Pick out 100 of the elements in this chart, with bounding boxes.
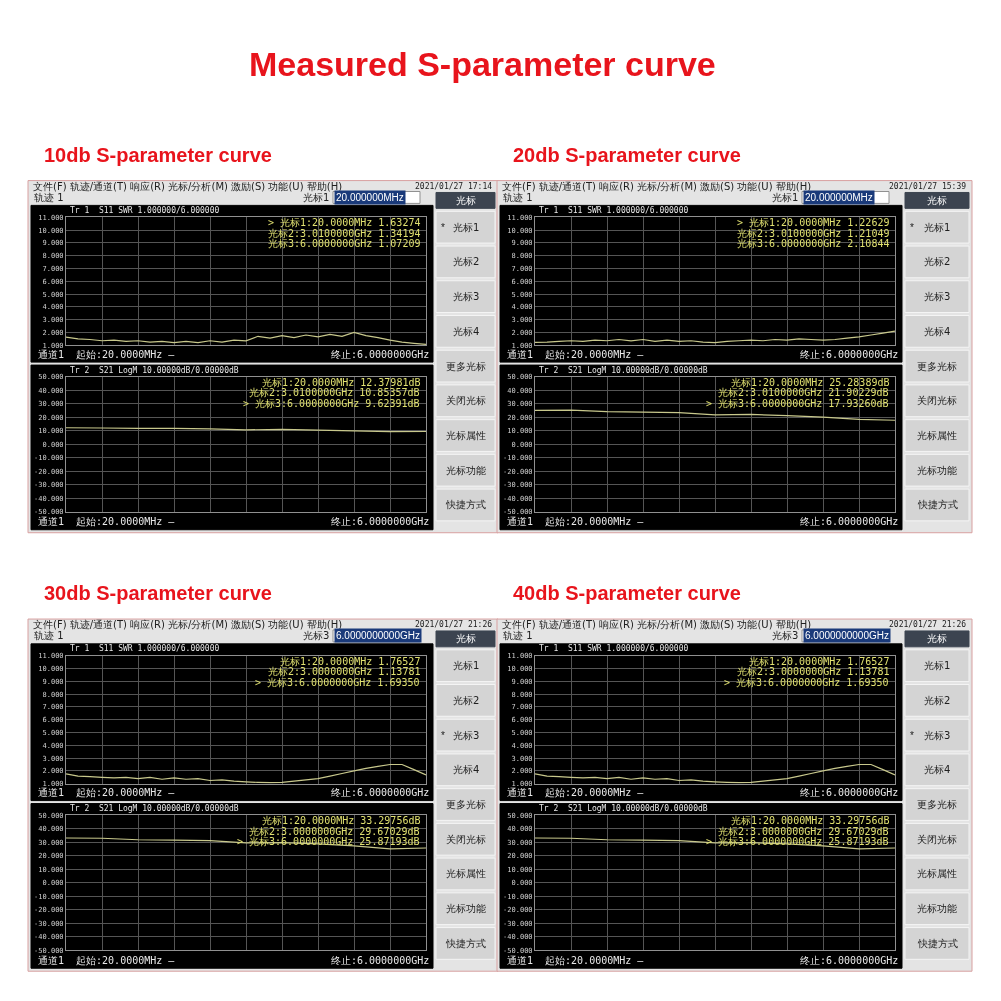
text: 通道1 起始:20.0000MHz — xyxy=(38,955,176,966)
text: Measured S-parameter curve xyxy=(249,45,716,83)
annotation: 光标2:3.0100000GHz 1.34194 xyxy=(268,228,421,239)
text: 终止:6.0000000GHz xyxy=(331,349,430,360)
text: 2021/01/27 17:14 xyxy=(415,182,493,191)
text: 光标 xyxy=(927,633,947,644)
text: 终止:6.0000000GHz xyxy=(800,349,899,360)
text: 光标属性 xyxy=(917,430,957,441)
text: 光标属性 xyxy=(917,868,957,879)
text: 光标属性 xyxy=(446,430,486,441)
text: 光标3 xyxy=(924,730,951,741)
text: 光标3 xyxy=(772,630,799,641)
text: 光标1 xyxy=(924,222,951,233)
text: 通道1 起始:20.0000MHz — xyxy=(507,787,645,798)
text: 更多光标 xyxy=(917,361,957,372)
text: 通道1 起始:20.0000MHz — xyxy=(507,516,645,527)
text: Tr 2 S21 LogM 10.00000dB/0.00000dB xyxy=(70,366,239,375)
text: 关闭光标 xyxy=(917,834,957,845)
text: 光标3 xyxy=(453,730,480,741)
annotation: 光标1:20.0000MHz 12.37981dB xyxy=(262,377,421,388)
text: 通道1 起始:20.0000MHz — xyxy=(38,516,176,527)
text: 光标 xyxy=(456,633,476,644)
text: 光标1 xyxy=(303,192,330,203)
text: * xyxy=(910,730,914,741)
text: 2021/01/27 15:39 xyxy=(889,182,967,191)
text: 快捷方式 xyxy=(917,938,958,949)
text: 30db S-parameter curve xyxy=(44,582,272,604)
text: 光标1 xyxy=(453,660,480,671)
annotation: > 光标1:20.0000MHz 1.22629 xyxy=(737,217,890,228)
text: 光标4 xyxy=(924,326,951,337)
text: 关闭光标 xyxy=(446,834,486,845)
annotation: 光标2:3.0100000GHz 1.21049 xyxy=(737,228,890,239)
text: * xyxy=(441,730,445,741)
line-series xyxy=(535,330,895,344)
text: 2021/01/27 21:26 xyxy=(415,620,493,629)
text: 轨迹 1 xyxy=(503,192,533,203)
text: 更多光标 xyxy=(917,799,957,810)
annotation: 光标1:20.0000MHz 33.29756dB xyxy=(262,815,421,826)
text: 光标功能 xyxy=(446,903,486,914)
text: Tr 2 S21 LogM 10.00000dB/0.00000dB xyxy=(539,804,708,813)
text: 终止:6.0000000GHz xyxy=(800,955,899,966)
text: 光标2 xyxy=(453,695,480,706)
text: Tr 1 S11 SWR 1.000000/6.000000 xyxy=(70,206,220,215)
annotation: 光标3:6.0000000GHz 2.10844 xyxy=(737,238,890,249)
text: Tr 1 S11 SWR 1.000000/6.000000 xyxy=(70,644,220,653)
text: 光标3 xyxy=(303,630,330,641)
text: 20db S-parameter curve xyxy=(513,144,741,166)
line-series xyxy=(535,763,895,784)
text: 终止:6.0000000GHz xyxy=(331,787,430,798)
text: 终止:6.0000000GHz xyxy=(800,516,899,527)
text: 光标3 xyxy=(453,291,480,302)
text: 终止:6.0000000GHz xyxy=(331,955,430,966)
text: 通道1 起始:20.0000MHz — xyxy=(507,955,645,966)
text: 光标4 xyxy=(453,764,480,775)
text: Tr 1 S11 SWR 1.000000/6.000000 xyxy=(539,644,689,653)
annotation: 光标1:20.0000MHz 1.76527 xyxy=(280,656,421,667)
text: 通道1 起始:20.0000MHz — xyxy=(38,349,176,360)
text: 2021/01/27 21:26 xyxy=(889,620,967,629)
text: 40db S-parameter curve xyxy=(513,582,741,604)
text: 光标 xyxy=(456,195,476,206)
annotation: > 光标3:6.0000000GHz 1.69350 xyxy=(724,677,889,688)
annotation: 光标2:3.0000000GHz 1.13781 xyxy=(737,666,890,677)
text: 关闭光标 xyxy=(446,395,486,406)
annotation: > 光标1:20.0000MHz 1.63274 xyxy=(268,217,421,228)
text: 更多光标 xyxy=(446,799,486,810)
text: 快捷方式 xyxy=(917,499,958,510)
text: 终止:6.0000000GHz xyxy=(800,787,899,798)
text: 文件(F) 轨迹/通道(T) 响应(R) 光标/分析(M) 激励(S) 功能(U) 帮助(H) xyxy=(33,181,343,192)
text: 光标 xyxy=(927,195,947,206)
text: 光标1 xyxy=(453,222,480,233)
annotation: > 光标3:6.0000000GHz 17.93260dB xyxy=(706,398,889,409)
text: 光标2 xyxy=(924,695,951,706)
annotation: 光标1:20.0000MHz 1.76527 xyxy=(749,656,890,667)
text: 光标属性 xyxy=(446,868,486,879)
line-series xyxy=(66,331,426,345)
annotation: 光标2:3.0000000GHz 29.67029dB xyxy=(718,826,889,837)
text: 轨迹 1 xyxy=(34,192,64,203)
text: 光标功能 xyxy=(446,465,486,476)
annotation: 光标2:3.0000000GHz 29.67029dB xyxy=(249,826,420,837)
text: 终止:6.0000000GHz xyxy=(331,516,430,527)
text: 光标4 xyxy=(924,764,951,775)
line-series xyxy=(66,763,426,784)
annotation: 光标2:3.0100000GHz 21.90229dB xyxy=(718,387,889,398)
annotation: 光标3:6.0000000GHz 1.07209 xyxy=(268,238,421,249)
text: 文件(F) 轨迹/通道(T) 响应(R) 光标/分析(M) 激励(S) 功能(U) 帮助(H) xyxy=(502,619,812,630)
text: 通道1 起始:20.0000MHz — xyxy=(38,787,176,798)
text: 关闭光标 xyxy=(917,395,957,406)
annotation: > 光标3:6.0000000GHz 9.62391dB xyxy=(243,398,420,409)
text: 文件(F) 轨迹/通道(T) 响应(R) 光标/分析(M) 激励(S) 功能(U) 帮助(H) xyxy=(33,619,343,630)
text: 6.0000000000GHz xyxy=(805,630,889,641)
annotation: > 光标3:6.0000000GHz 1.69350 xyxy=(255,677,420,688)
text: 更多光标 xyxy=(446,361,486,372)
text: 通道1 起始:20.0000MHz — xyxy=(507,349,645,360)
text: 光标功能 xyxy=(917,903,957,914)
line-series xyxy=(535,409,895,421)
text: 光标2 xyxy=(453,256,480,267)
text: 光标3 xyxy=(924,291,951,302)
annotation: 光标2:3.0000000GHz 1.13781 xyxy=(268,666,421,677)
text: Tr 1 S11 SWR 1.000000/6.000000 xyxy=(539,206,689,215)
text: 快捷方式 xyxy=(445,938,486,949)
